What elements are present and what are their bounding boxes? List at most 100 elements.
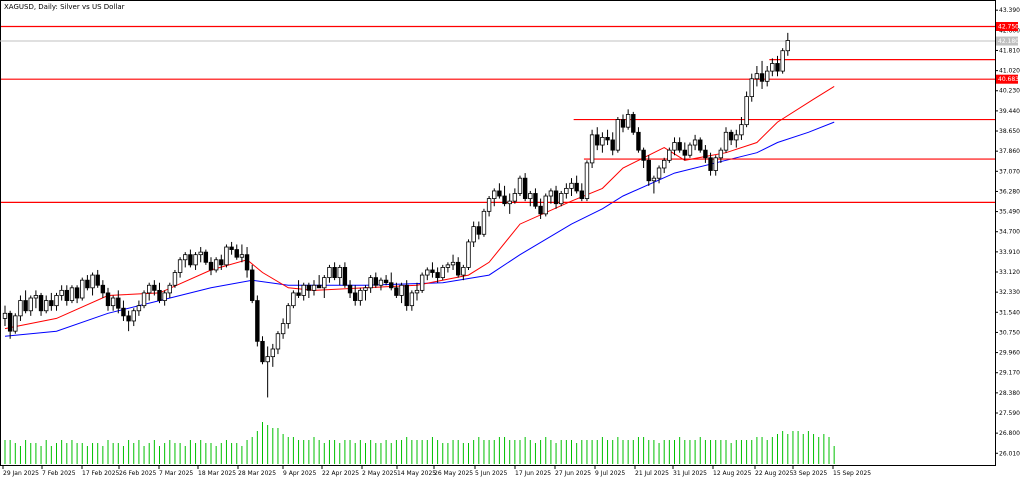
y-tick-label: 36.280 xyxy=(999,188,1020,195)
y-tick-label: 41.020 xyxy=(999,68,1020,75)
candle-body-up xyxy=(692,139,698,146)
candle-body-down xyxy=(121,307,126,317)
candle-body-up xyxy=(723,131,729,151)
y-tick-label: 38.650 xyxy=(999,128,1020,135)
price-label-box xyxy=(996,21,1018,31)
candle-body-up xyxy=(749,78,754,98)
y-tick-label: 40.230 xyxy=(999,88,1020,95)
candle-body-up xyxy=(440,267,445,279)
candle-body-down xyxy=(255,300,260,342)
candle-body-up xyxy=(450,261,456,266)
candle-body-up xyxy=(584,162,590,199)
candle-body-down xyxy=(595,134,600,146)
plot-border xyxy=(0,0,996,466)
candle-body-down xyxy=(383,279,389,284)
ma-fast-line xyxy=(4,85,835,330)
x-tick-label: 26 May 2025 xyxy=(434,470,473,477)
candle-body-down xyxy=(538,205,543,215)
x-tick-label: 3 Sep 2025 xyxy=(793,470,827,477)
x-tick-label: 15 Sep 2025 xyxy=(833,470,871,477)
candle-body-down xyxy=(234,249,239,258)
y-tick-label: 33.120 xyxy=(999,269,1020,276)
y-tick-label: 33.910 xyxy=(999,249,1020,256)
candle-body-up xyxy=(275,333,281,350)
y-tick-label: 26.010 xyxy=(999,450,1020,457)
candle-body-up xyxy=(471,226,476,243)
candle-body-up xyxy=(131,310,136,322)
candle-body-up xyxy=(378,279,384,286)
y-tick-label: 34.700 xyxy=(999,229,1020,236)
candle-body-down xyxy=(553,190,559,205)
candle-body-up xyxy=(543,195,548,215)
x-axis: 29 Jan 2025 7 Feb 2025 17 Feb 2025 26 Feb 2… xyxy=(2,465,871,477)
candle-body-up xyxy=(569,182,574,189)
candle-body-up xyxy=(286,305,291,324)
candle-body-down xyxy=(347,284,353,294)
candle-body-up xyxy=(322,277,327,289)
candle-body-up xyxy=(291,292,296,307)
candle-body-down xyxy=(100,284,106,294)
candle-body-down xyxy=(389,282,394,289)
candle-body-up xyxy=(765,70,770,82)
candle-body-up xyxy=(270,348,275,358)
candle-body-up xyxy=(80,279,85,299)
candle-body-up xyxy=(280,323,286,335)
candle-body-down xyxy=(476,226,481,235)
candle-body-up xyxy=(2,312,8,319)
candle-body-up xyxy=(167,284,172,294)
candle-body-down xyxy=(430,269,435,273)
candle-body-up xyxy=(399,284,404,296)
y-tick-label: 37.070 xyxy=(999,168,1020,175)
candle-body-up xyxy=(33,295,39,299)
y-tick-label: 27.590 xyxy=(999,410,1020,417)
candle-body-up xyxy=(162,292,167,301)
y-tick-label: 39.440 xyxy=(999,108,1020,115)
price-label-box xyxy=(996,36,1018,46)
candle-body-down xyxy=(342,267,348,286)
candle-body-up xyxy=(713,157,718,171)
candle-body-up xyxy=(466,241,471,268)
y-tick-label: 43.390 xyxy=(999,7,1020,14)
candle-body-up xyxy=(141,292,147,307)
x-tick-label: 26 Feb 2025 xyxy=(119,470,157,477)
x-tick-label: 22 Aug 2025 xyxy=(755,470,794,477)
x-tick-label: 17 Feb 2025 xyxy=(82,470,120,477)
candle-body-up xyxy=(564,187,569,194)
candle-body-up xyxy=(239,254,245,258)
candle-body-down xyxy=(631,114,636,133)
candle-body-up xyxy=(301,284,306,296)
candle-body-up xyxy=(687,144,693,156)
candle-body-down xyxy=(620,119,626,128)
price-label-text: 42.750 xyxy=(998,23,1019,30)
y-tick-label: 28.380 xyxy=(999,390,1020,397)
candle-body-down xyxy=(703,149,708,159)
candle-body-down xyxy=(698,139,703,151)
y-tick-label: 30.750 xyxy=(999,329,1020,336)
y-tick-label: 29.960 xyxy=(999,350,1020,357)
candle-body-up xyxy=(224,246,229,266)
candle-body-up xyxy=(672,142,677,151)
price-label-text: 40.683 xyxy=(998,76,1019,83)
candle-body-up xyxy=(528,193,533,199)
candle-body-up xyxy=(90,274,95,289)
candle-body-up xyxy=(44,300,49,312)
candle-body-down xyxy=(157,289,162,301)
candle-body-down xyxy=(244,254,250,271)
candle-body-up xyxy=(615,119,621,151)
candle-body-up xyxy=(337,267,342,279)
candle-body-down xyxy=(646,159,651,182)
candle-body-down xyxy=(775,63,780,72)
candle-body-up xyxy=(739,124,744,136)
candle-body-up xyxy=(651,177,657,182)
candle-body-up xyxy=(414,289,420,294)
candle-body-down xyxy=(208,261,214,271)
candle-body-down xyxy=(332,267,337,279)
candle-body-down xyxy=(533,193,538,207)
candle-body-up xyxy=(110,297,116,307)
candle-body-up xyxy=(183,254,188,261)
candle-body-down xyxy=(636,131,641,151)
x-tick-label: 31 Jul 2025 xyxy=(673,470,707,477)
candle-body-up xyxy=(486,198,492,212)
x-tick-label: 2 May 2025 xyxy=(362,470,397,477)
candle-body-up xyxy=(28,297,33,312)
